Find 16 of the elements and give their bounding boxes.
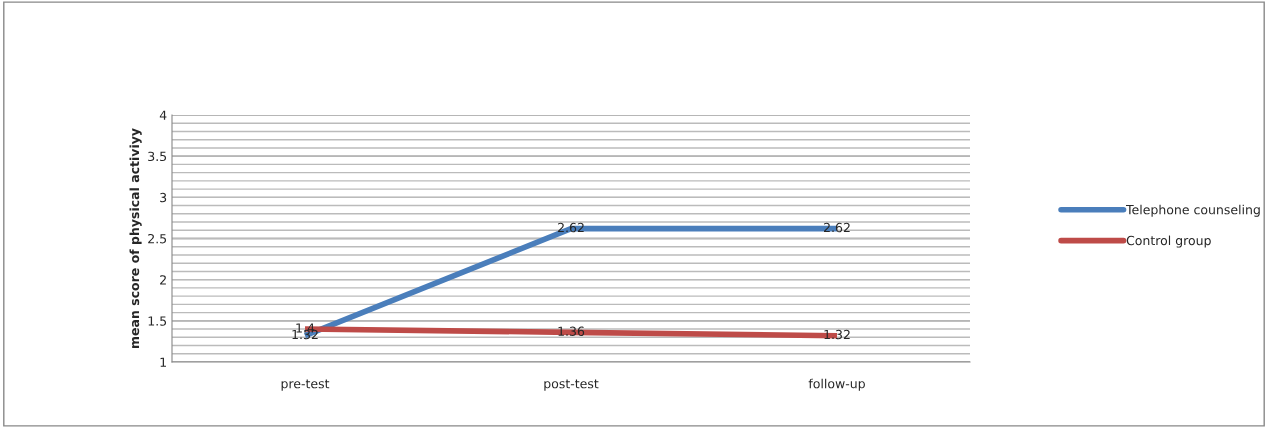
y-tick-label: 3 bbox=[160, 192, 167, 203]
legend-label: Control group bbox=[1126, 235, 1211, 248]
x-tick-label: post-test bbox=[544, 379, 599, 391]
x-tick-label: pre-test bbox=[281, 379, 330, 391]
y-axis-title: mean score of physical activiyy bbox=[129, 128, 142, 348]
legend-label: Telephone counseling bbox=[1126, 204, 1260, 217]
data-label: 1.32 bbox=[824, 329, 850, 340]
y-tick-label: 1.5 bbox=[148, 316, 167, 326]
data-label: 2.62 bbox=[824, 222, 850, 233]
y-tick-label: 2 bbox=[160, 275, 166, 285]
y-tick-label: 4 bbox=[159, 110, 167, 120]
y-tick-label: 1 bbox=[160, 357, 166, 367]
data-label: 1.36 bbox=[558, 326, 585, 336]
x-tick-label: follow-up bbox=[808, 378, 865, 391]
y-tick-label: 2.5 bbox=[148, 233, 167, 244]
y-tick-label: 3.5 bbox=[148, 151, 167, 162]
